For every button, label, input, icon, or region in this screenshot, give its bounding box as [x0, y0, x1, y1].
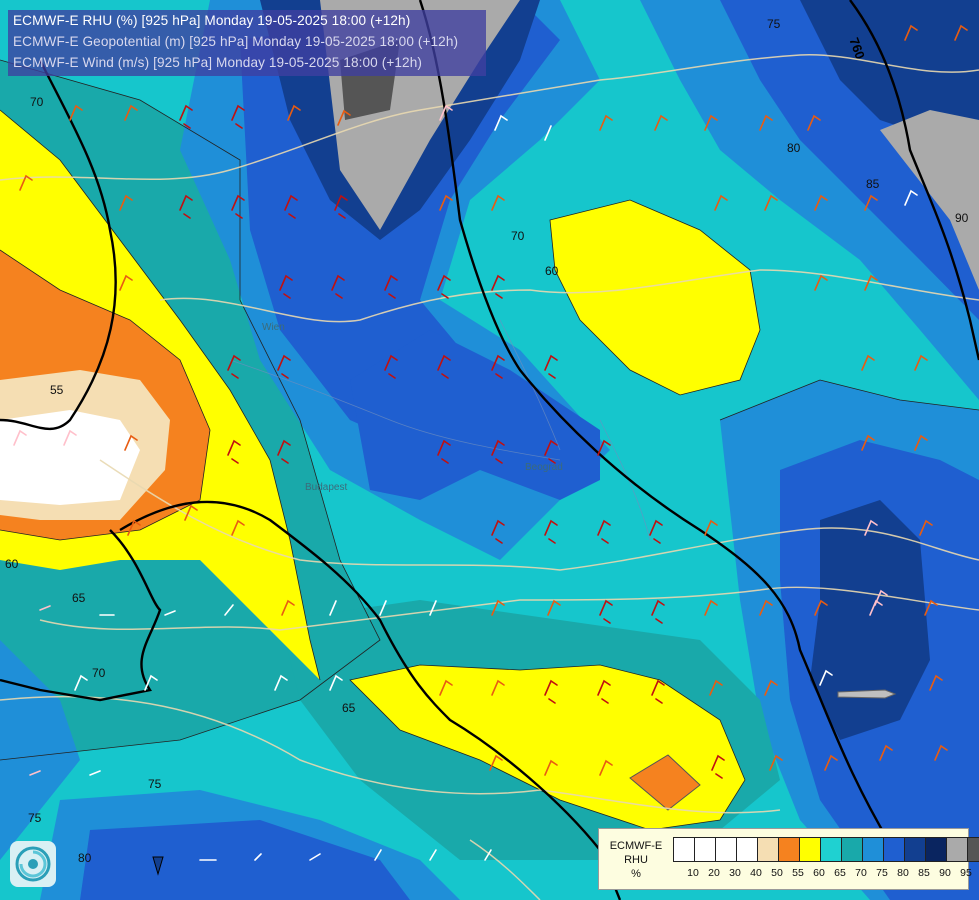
contour-label: 80: [787, 141, 801, 155]
contour-label: 60: [5, 557, 19, 571]
legend-tick-label: 20: [708, 867, 720, 879]
legend-tick-label: 80: [897, 867, 909, 879]
legend-swatch: [737, 838, 758, 861]
rh-contour-labels: 70 55 60 65 70 65 75 75 80 70 60 80 85 9…: [5, 17, 969, 865]
legend-model: ECMWF-E: [609, 840, 663, 852]
wind-barbs: [13, 24, 968, 861]
contour-label: 75: [28, 811, 42, 825]
legend-swatch: [863, 838, 884, 861]
geopotential-title: ECMWF-E Geopotential (m) [925 hPa] Monda…: [13, 34, 459, 49]
legend-swatch: [905, 838, 926, 861]
city-labels: Wien Budapest Beograd: [262, 322, 563, 493]
contour-label: 65: [342, 701, 356, 715]
color-legend: ECMWF-E RHU % 10 20 30 40 50 55 60 65 70 75 80 85 90…: [598, 828, 979, 890]
legend-title: ECMWF-E RHU %: [605, 839, 667, 881]
legend-swatch: [716, 838, 737, 861]
country-borders: [0, 54, 979, 900]
legend-swatches: [673, 837, 979, 862]
contour-label: 90: [955, 211, 969, 225]
legend-tick-label: 65: [834, 867, 846, 879]
legend-tick-label: 85: [918, 867, 930, 879]
legend-swatch: [800, 838, 821, 861]
ecmwf-logo-icon: [10, 841, 56, 887]
legend-tick-label: 10: [687, 867, 699, 879]
geopotential-labels: 760: [846, 36, 868, 62]
legend-tick-label: 90: [939, 867, 951, 879]
geopotential-label: 760: [846, 36, 868, 62]
contour-label: 60: [545, 264, 559, 278]
legend-swatch: [695, 838, 716, 861]
rhu-title: ECMWF-E RHU (%) [925 hPa] Monday 19-05-2…: [13, 13, 411, 28]
contour-label: 75: [148, 777, 162, 791]
legend-tick-label: 95: [960, 867, 972, 879]
city-label: Wien: [262, 322, 285, 333]
legend-ticks: 1020304050556065707580859095100: [673, 867, 979, 881]
legend-swatch: [968, 838, 979, 861]
contour-label: 70: [511, 229, 525, 243]
city-label: Beograd: [525, 462, 563, 473]
legend-swatch: [884, 838, 905, 861]
legend-variable: RHU: [624, 854, 648, 866]
wind-arrow-icon: [837, 689, 897, 699]
legend-swatch: [821, 838, 842, 861]
legend-tick-label: 60: [813, 867, 825, 879]
contour-label: 70: [92, 666, 106, 680]
contour-label: 80: [78, 851, 92, 865]
legend-swatch: [779, 838, 800, 861]
city-label: Budapest: [305, 482, 347, 493]
contour-label: 55: [50, 383, 64, 397]
legend-swatch: [758, 838, 779, 861]
legend-tick-label: 40: [750, 867, 762, 879]
triangle-marker-icon: [152, 856, 164, 876]
contour-label: 65: [72, 591, 86, 605]
contour-label: 75: [767, 17, 781, 31]
legend-swatch: [926, 838, 947, 861]
legend-tick-label: 75: [876, 867, 888, 879]
rh-contour-lines: [0, 59, 979, 831]
contour-label: 85: [866, 177, 880, 191]
legend-swatch: [674, 838, 695, 861]
wind-title: ECMWF-E Wind (m/s) [925 hPa] Monday 19-0…: [13, 55, 422, 70]
legend-tick-label: 50: [771, 867, 783, 879]
legend-unit: %: [631, 868, 641, 880]
legend-tick-label: 30: [729, 867, 741, 879]
contour-label: 70: [30, 95, 44, 109]
legend-tick-label: 70: [855, 867, 867, 879]
map-title-panel: ECMWF-E RHU (%) [925 hPa] Monday 19-05-2…: [8, 10, 486, 76]
legend-tick-label: 55: [792, 867, 804, 879]
legend-swatch: [947, 838, 968, 861]
legend-swatch: [842, 838, 863, 861]
